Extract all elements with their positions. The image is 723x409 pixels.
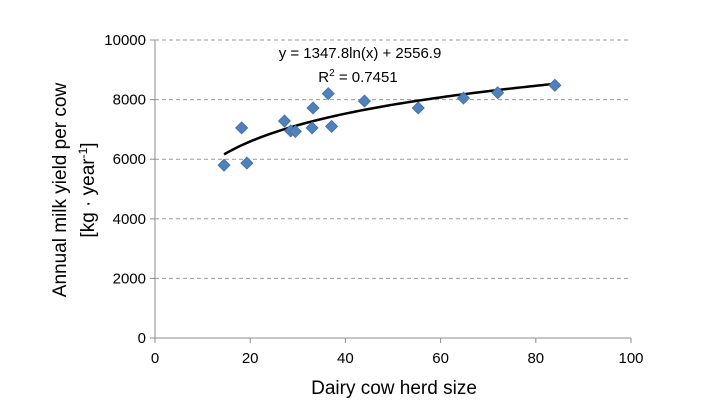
x-tick-label: 40 <box>337 350 354 367</box>
data-point <box>357 94 372 108</box>
data-point <box>411 101 425 115</box>
y-tick-label: 10000 <box>104 32 146 49</box>
data-point <box>305 121 319 135</box>
data-point <box>217 158 231 172</box>
x-tick-label: 60 <box>432 350 449 367</box>
y-axis-title: Annual milk yield per cow <box>50 83 71 298</box>
data-point <box>235 121 249 135</box>
y-tick-label: 6000 <box>113 151 146 168</box>
data-point <box>240 156 254 170</box>
y-axis-units: [kg · year-1] <box>76 142 99 237</box>
r-squared-label: R2 = 0.7451 <box>318 68 397 86</box>
data-point <box>456 91 471 105</box>
data-point <box>288 124 302 139</box>
x-tick-label: 80 <box>527 350 544 367</box>
x-tick-label: 0 <box>151 350 159 367</box>
y-tick-labels: 0 2000 4000 6000 8000 10000 <box>104 32 146 347</box>
gridlines <box>155 39 631 279</box>
data-points <box>217 78 562 172</box>
y-tick-label: 8000 <box>113 92 146 109</box>
x-axis-title: Dairy cow herd size <box>311 378 477 399</box>
trendline <box>223 82 555 156</box>
data-point <box>321 87 335 101</box>
y-tick-label: 2000 <box>113 270 146 287</box>
data-point <box>548 78 562 92</box>
x-tick-label: 100 <box>618 350 643 367</box>
axes <box>150 39 632 343</box>
trendline-equation: y = 1347.8ln(x) + 2556.9 <box>279 45 442 62</box>
data-point <box>306 101 320 115</box>
y-tick-label: 0 <box>138 330 146 347</box>
data-point <box>277 114 292 128</box>
x-tick-label: 20 <box>242 350 259 367</box>
data-point <box>325 119 339 133</box>
x-tick-labels: 0 20 40 60 80 100 <box>151 350 644 367</box>
y-tick-label: 4000 <box>113 211 146 228</box>
data-point <box>491 86 505 100</box>
